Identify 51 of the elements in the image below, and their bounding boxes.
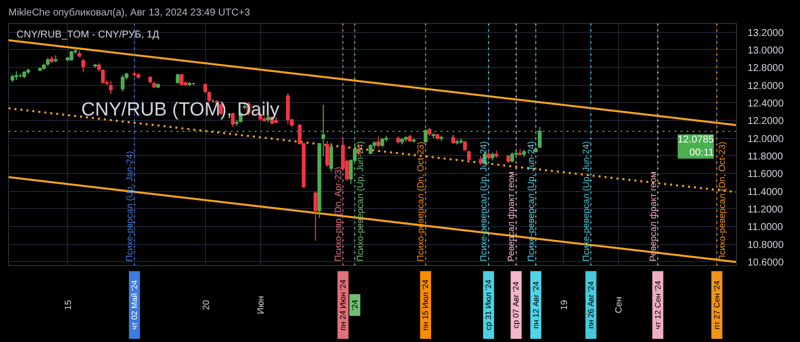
x-tick-label: '24 [350,299,360,310]
chart-subtitle: MikleChe опубликовал(а), Авг 13, 2024 23:49 UTC+3 [8,8,250,18]
x-tick-label: 15 [63,300,74,310]
candlestick [314,190,318,242]
x-tick-label: пн 12 Авг '24 [531,280,540,329]
ref-line-label: 12.0785 00:11 [678,134,714,159]
x-tick-label: Июн [255,296,266,314]
x-tick-label: 19 [558,300,569,310]
x-tick-label: ср 31 Июл '24 [484,279,494,330]
ref-line-label: Психо-реверсал (Up, Jun-24) [354,141,365,262]
y-tick-label: 11.6000 [748,169,784,180]
text: CNY/RUB_TOM - CNY/РУБ, 1Д [16,30,160,40]
candlestick [376,136,380,148]
y-tick-label: 13.0000 [748,45,784,56]
y-tick-label: 10.6000 [748,257,784,268]
candlestick [467,150,471,162]
x-tick-label: чт 12 Сен '24 [653,280,662,330]
ref-line-label: Реверсал фракт геом [648,172,658,262]
candlestick [81,58,86,73]
x-tick-label: пт 27 Сен '24 [712,280,722,330]
x-tick-label: Сен [613,296,624,314]
x-tick-label: пн 26 Авг '24 [586,280,596,329]
candlestick [108,80,113,95]
candlestick [286,92,290,125]
candlestick [70,50,74,62]
y-tick-label: 11.8000 [748,151,784,162]
x-tick-label: пн 15 Июл '24 [421,278,430,330]
ref-line-label: Психе-реверсал (Up, Jun-24) [478,141,489,262]
y-tick-label: 12.2000 [748,116,784,128]
ref-line-label: Реверсал фракт геом [506,172,516,262]
y-tick-label: 12.4000 [748,98,784,110]
y-tick-label: 10.8000 [748,240,784,251]
ref-line-label: Психе-реверсал (Up, Jun-24) [526,141,536,262]
y-tick-label: 13.2000 [748,28,784,39]
candlestick [120,74,124,92]
ref-line-label: Психе-реверсал (Up, Jun-24) [580,141,591,262]
y-tick-label: 12.8000 [748,63,784,74]
ref-line-label: Психо-реверсал (Dn, Oct-23) [716,142,727,262]
y-tick-label: 11.0000 [748,222,784,234]
y-tick-label: 11.2000 [748,204,784,216]
candlestick [325,140,330,168]
x-tick-label: 20 [200,300,211,310]
x-tick-label: пн 24 Июн '24 [338,278,348,330]
y-tick-label: 12.0000 [748,134,784,145]
y-tick-label: 12.6000 [748,80,784,92]
y-tick-label: 11.4000 [748,186,784,198]
ref-line-label: Психо-рвр (Dn, Apr-23) [332,166,343,262]
x-tick-label: ср 07 Авг '24 [512,280,521,328]
candlestick [329,142,334,172]
ref-line-label: Психе-рврсал (Up, Jan-24) [124,151,134,262]
x-tick-label: чт 02 Май '24 [130,280,139,330]
